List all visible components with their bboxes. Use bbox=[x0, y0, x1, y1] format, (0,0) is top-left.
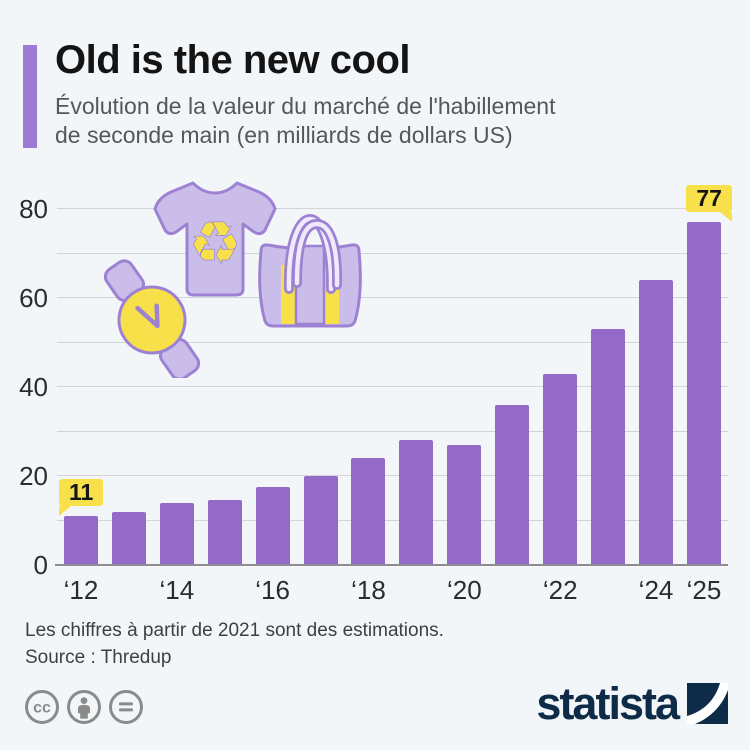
bar-column bbox=[201, 209, 249, 565]
bar bbox=[639, 280, 674, 565]
bar-column bbox=[297, 209, 345, 565]
bar-series: ‘12 11 ‘14 ‘16 ‘18 ‘20 ‘22 ‘24 ‘25 77 bbox=[57, 185, 732, 605]
y-tick-label: 20 bbox=[19, 461, 48, 491]
footer-notes: Les chiffres à partir de 2021 sont des e… bbox=[25, 617, 444, 671]
gridline bbox=[57, 519, 728, 521]
plot-area: ‘12 11 ‘14 ‘16 ‘18 ‘20 ‘22 ‘24 ‘25 77 bbox=[55, 185, 732, 605]
page-title: Old is the new cool bbox=[55, 38, 411, 82]
x-tick-label: ‘22 bbox=[542, 575, 578, 605]
x-tick-label: ‘14 bbox=[159, 575, 195, 605]
bar-column: ‘24 bbox=[632, 209, 680, 605]
bar bbox=[686, 222, 721, 565]
statista-logo[interactable]: statista bbox=[536, 678, 728, 729]
x-tick-label: ‘18 bbox=[351, 575, 386, 605]
bar-column: ‘16 bbox=[249, 209, 297, 605]
creative-commons-badges[interactable]: cc bbox=[23, 688, 145, 726]
x-tick-label: ‘25 bbox=[686, 575, 722, 605]
source-note: Source : Thredup bbox=[25, 647, 172, 668]
gridline bbox=[57, 341, 728, 343]
bar-column: ‘18 bbox=[345, 209, 393, 605]
y-tick-label: 80 bbox=[19, 194, 48, 224]
bar-column: ‘22 bbox=[536, 209, 584, 605]
statista-wordmark: statista bbox=[536, 678, 680, 729]
bar-column bbox=[488, 209, 536, 565]
bar-column: ‘12 11 bbox=[57, 209, 105, 605]
y-tick-label: 40 bbox=[19, 372, 48, 402]
bar bbox=[543, 373, 578, 565]
bar bbox=[255, 487, 290, 565]
cc-icon[interactable]: cc bbox=[23, 688, 61, 726]
title-accent-bar bbox=[23, 45, 37, 148]
value-badge: 11 bbox=[59, 479, 104, 517]
y-tick-label: 60 bbox=[19, 283, 48, 313]
gridline bbox=[57, 208, 728, 209]
x-axis-line bbox=[55, 564, 728, 566]
x-tick-label: ‘20 bbox=[446, 575, 482, 605]
gridline bbox=[57, 430, 728, 432]
bar-column: ‘25 77 bbox=[680, 185, 732, 605]
subtitle-line-1: Évolution de la valeur du marché de l'ha… bbox=[55, 93, 556, 119]
bar-column: ‘14 bbox=[153, 209, 201, 605]
gridline bbox=[57, 475, 728, 476]
bar-column bbox=[392, 209, 440, 565]
bar-column: ‘20 bbox=[440, 209, 488, 605]
gridline bbox=[57, 386, 728, 387]
statista-logomark-icon bbox=[687, 683, 728, 724]
bar bbox=[591, 329, 626, 565]
bar bbox=[399, 440, 434, 565]
bar bbox=[159, 502, 194, 565]
x-tick-label: ‘12 bbox=[63, 575, 99, 605]
y-tick-label: 0 bbox=[33, 550, 48, 580]
bar bbox=[447, 444, 482, 565]
gridline bbox=[57, 252, 728, 254]
value-badge: 77 bbox=[686, 185, 732, 223]
no-derivatives-icon[interactable] bbox=[107, 688, 145, 726]
x-tick-label: ‘24 bbox=[638, 575, 674, 605]
bar-column bbox=[584, 209, 632, 565]
x-tick-label: ‘16 bbox=[255, 575, 290, 605]
attribution-icon[interactable] bbox=[65, 688, 103, 726]
bar bbox=[495, 404, 530, 565]
estimation-note: Les chiffres à partir de 2021 sont des e… bbox=[25, 620, 444, 641]
chart-subtitle: Évolution de la valeur du marché de l'ha… bbox=[55, 92, 555, 150]
bar bbox=[111, 511, 146, 565]
bar bbox=[207, 500, 242, 565]
svg-text:cc: cc bbox=[33, 700, 51, 717]
bar bbox=[63, 516, 98, 565]
subtitle-line-2: de seconde main (en milliards de dollars… bbox=[55, 122, 513, 148]
y-axis: 0 20 40 60 80 bbox=[0, 195, 57, 579]
bar bbox=[303, 476, 338, 565]
bar-column bbox=[105, 209, 153, 565]
gridline bbox=[57, 297, 728, 298]
bar bbox=[351, 458, 386, 565]
